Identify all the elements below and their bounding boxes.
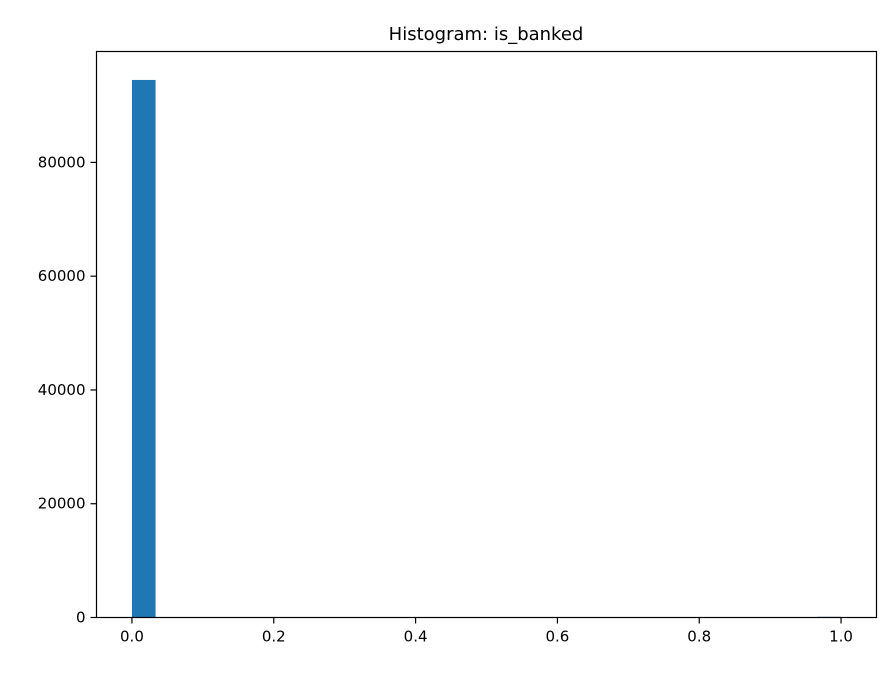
y-tick-label-2: 40000 xyxy=(38,381,86,399)
y-tick-label-3: 60000 xyxy=(38,267,86,285)
x-tick-label-4: 0.8 xyxy=(687,628,711,646)
x-tick-label-2: 0.4 xyxy=(404,628,428,646)
chart-title: Histogram: is_banked xyxy=(389,24,584,45)
y-tick-label-0: 0 xyxy=(76,609,86,627)
x-tick-label-5: 1.0 xyxy=(829,628,853,646)
x-axis: 0.0 0.2 0.4 0.6 0.8 1.0 xyxy=(120,617,853,646)
x-tick-label-3: 0.6 xyxy=(545,628,569,646)
plot-frame xyxy=(95,50,878,619)
y-axis: 0 20000 40000 60000 80000 xyxy=(38,153,97,627)
x-tick-label-1: 0.2 xyxy=(262,628,286,646)
y-tick-label-1: 20000 xyxy=(38,495,86,513)
histogram-bar-0 xyxy=(131,79,156,618)
x-tick-label-0: 0.0 xyxy=(120,628,144,646)
y-tick-label-4: 80000 xyxy=(38,153,86,171)
